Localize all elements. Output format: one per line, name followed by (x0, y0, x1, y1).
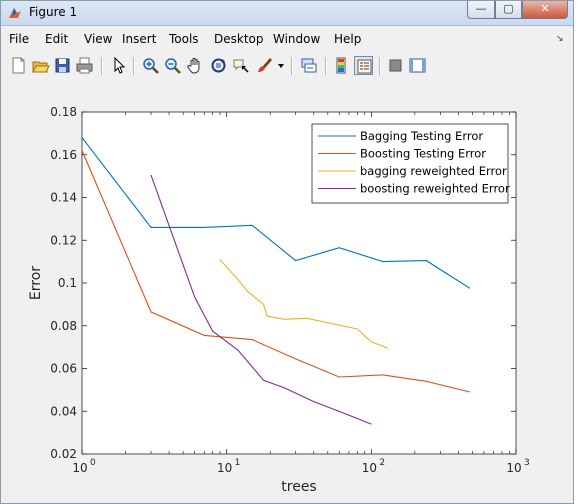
axes-box (81, 111, 517, 455)
zoom-out-icon[interactable] (163, 56, 182, 75)
dock-arrow-icon[interactable]: ↘ (556, 34, 564, 44)
menu-help[interactable]: Help (334, 32, 362, 46)
hide-plot-tools-icon[interactable] (386, 56, 405, 75)
matlab-logo-icon (9, 8, 21, 18)
plot-svg[interactable]: 10 0 10 1 10 2 10 30.020.040.060.080.10.120.140… (9, 82, 573, 500)
window-title: Figure 1 (29, 5, 78, 19)
link-plot-icon[interactable] (299, 56, 318, 75)
y-tick-label: 0.18 (50, 105, 77, 119)
insert-legend-icon[interactable] (354, 56, 373, 75)
x-tick-label: 10 (362, 461, 377, 475)
toolbar-separator (291, 57, 293, 75)
series-line-1 (81, 137, 471, 289)
edit-plot-arrow-icon[interactable] (109, 56, 128, 75)
print-icon[interactable] (75, 56, 94, 75)
show-plot-tools-icon[interactable] (408, 56, 427, 75)
toolbar-separator (379, 57, 381, 75)
menu-view[interactable]: View (84, 32, 113, 46)
x-axis-label: trees (281, 479, 316, 495)
series-line-4 (150, 174, 372, 425)
menu-bar: File Edit View Insert Tools Desktop Wind… (1, 30, 573, 50)
x-tick-label: 10 (72, 461, 87, 475)
y-axis-label: Error (28, 266, 44, 300)
rotate-3d-icon[interactable] (209, 56, 228, 75)
x-tick-label: 10 (217, 461, 232, 475)
save-icon[interactable] (53, 56, 72, 75)
menu-desktop[interactable]: Desktop (214, 32, 264, 46)
toolbar-separator (133, 57, 135, 75)
menu-edit[interactable]: Edit (45, 32, 69, 46)
legend-entry: boosting reweighted Error (360, 182, 510, 196)
menu-file[interactable]: File (9, 32, 30, 46)
legend-box (311, 123, 509, 204)
y-tick-label: 0.1 (58, 276, 77, 290)
minimize-button[interactable]: — (467, 1, 495, 19)
close-button[interactable]: ✕ (522, 1, 568, 19)
legend-entry: bagging reweighted Error (360, 164, 507, 178)
zoom-in-icon[interactable] (141, 56, 160, 75)
y-tick-label: 0.12 (50, 233, 77, 247)
menu-window[interactable]: Window (273, 32, 321, 46)
x-tick-label: 10 (506, 461, 521, 475)
y-tick-label: 0.14 (50, 191, 77, 205)
x-tick-exponent: 1 (235, 458, 241, 468)
pan-hand-icon[interactable] (186, 56, 205, 75)
brush-dropdown-icon[interactable] (277, 56, 286, 75)
y-tick-label: 0.02 (50, 447, 77, 461)
toolbar-separator (101, 57, 103, 75)
series-line-2 (81, 150, 471, 393)
new-figure-icon[interactable] (9, 56, 28, 75)
maximize-button[interactable]: ▢ (495, 1, 522, 19)
insert-colorbar-icon[interactable] (332, 56, 351, 75)
toolbar-separator (325, 57, 327, 75)
open-file-icon[interactable] (31, 56, 50, 75)
brush-icon[interactable] (255, 56, 274, 75)
x-tick-exponent: 2 (379, 458, 385, 468)
figure-toolbar (1, 53, 573, 79)
title-bar[interactable]: Figure 1 — ▢ ✕ (1, 1, 573, 26)
data-cursor-icon[interactable] (232, 56, 251, 75)
x-tick-exponent: 0 (90, 458, 96, 468)
y-tick-label: 0.06 (50, 362, 77, 376)
y-tick-label: 0.04 (50, 404, 77, 418)
menu-tools[interactable]: Tools (169, 32, 199, 46)
menu-insert[interactable]: Insert (122, 32, 157, 46)
legend-entry: Boosting Testing Error (360, 147, 486, 161)
y-tick-label: 0.08 (50, 319, 77, 333)
series-line-3 (219, 259, 388, 349)
figure-canvas[interactable]: 10 0 10 1 10 2 10 3 0.02 0.04 0.06 0.08 0.1 0.12 0.14 0… (9, 82, 573, 500)
y-tick-label: 0.16 (50, 148, 77, 162)
legend-entry: Bagging Testing Error (360, 129, 483, 143)
x-tick-exponent: 3 (524, 458, 530, 468)
